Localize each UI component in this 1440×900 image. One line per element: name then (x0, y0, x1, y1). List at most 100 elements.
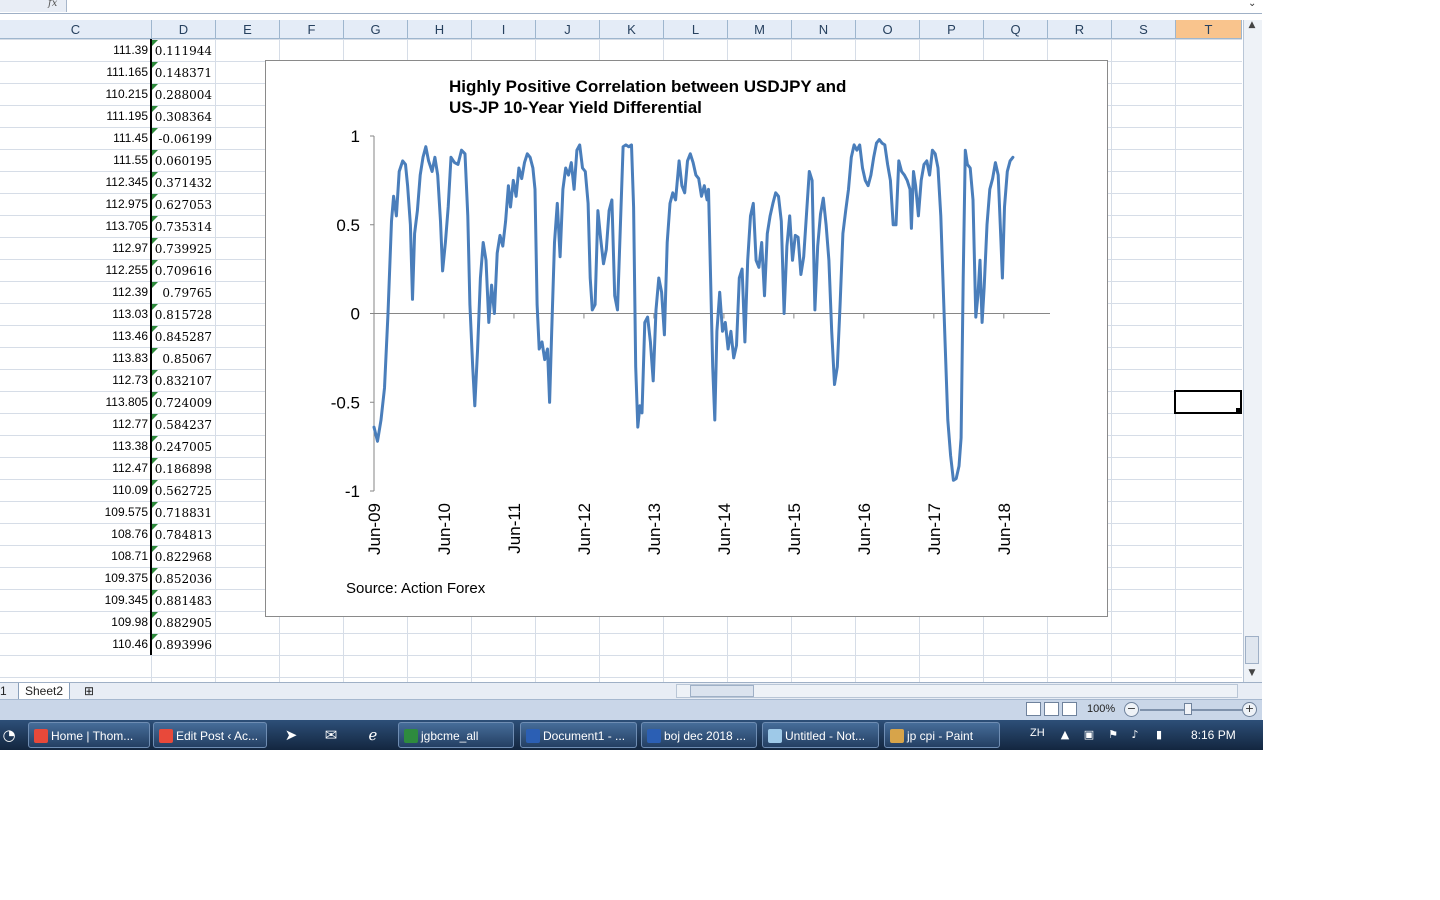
cell-c[interactable]: 111.55 (113, 153, 148, 167)
cell-d[interactable]: 0.627053 (154, 198, 212, 212)
column-header-i[interactable]: I (472, 20, 536, 38)
cell-c[interactable]: 110.46 (112, 637, 148, 651)
expand-formula-bar-icon[interactable]: ⌄ (1248, 0, 1257, 9)
column-header-e[interactable]: E (216, 20, 280, 38)
cell-d[interactable]: 0.85067 (162, 352, 212, 366)
cell-c[interactable]: 113.38 (112, 439, 148, 453)
cell-c[interactable]: 113.805 (105, 395, 149, 409)
cell-c[interactable]: 113.03 (112, 307, 148, 321)
column-header-t[interactable]: T (1176, 20, 1242, 38)
formula-bar[interactable]: fx ⌄ (0, 0, 1262, 14)
cell-c[interactable]: 112.97 (112, 241, 148, 255)
cell-d[interactable]: 0.739925 (154, 242, 212, 256)
vertical-scroll-thumb[interactable] (1245, 636, 1259, 664)
cell-d[interactable]: 0.845287 (154, 330, 212, 344)
clock[interactable]: 8:16 PM (1191, 728, 1236, 742)
cell-d[interactable]: -0.06199 (158, 132, 212, 146)
ie-icon[interactable]: ℯ (368, 726, 378, 744)
cell-d[interactable]: 0.308364 (154, 110, 212, 124)
sheet-tab-prev[interactable]: 1 (0, 684, 7, 698)
cell-c[interactable]: 110.215 (105, 87, 149, 101)
cell-c[interactable]: 112.47 (112, 461, 148, 475)
input-language[interactable]: ZH (1030, 727, 1045, 739)
cell-c[interactable]: 113.46 (112, 329, 148, 343)
cell-d[interactable]: 0.79765 (162, 286, 212, 300)
column-header-o[interactable]: O (856, 20, 920, 38)
cell-d[interactable]: 0.893996 (154, 638, 212, 652)
column-header-c[interactable]: C (0, 20, 152, 38)
taskbar-button[interactable]: Document1 - ... (520, 722, 637, 748)
taskbar-button[interactable]: boj dec 2018 ... (641, 722, 757, 748)
power-icon[interactable]: ▮ (1155, 728, 1163, 741)
cell-c[interactable]: 113.83 (112, 351, 148, 365)
column-header-h[interactable]: H (408, 20, 472, 38)
vertical-scrollbar[interactable]: ▲ ▼ (1243, 20, 1262, 682)
scroll-up-icon[interactable]: ▲ (1248, 20, 1256, 30)
fill-handle[interactable] (1236, 408, 1241, 413)
cell-c[interactable]: 109.345 (104, 593, 148, 607)
cell-c[interactable]: 110.09 (112, 483, 148, 497)
cell-d[interactable]: 0.584237 (154, 418, 212, 432)
sheet-tab-active[interactable]: Sheet2 (18, 683, 71, 700)
cell-d[interactable]: 0.247005 (154, 440, 212, 454)
cell-c[interactable]: 112.73 (112, 373, 148, 387)
cell-d[interactable]: 0.724009 (154, 396, 212, 410)
name-box[interactable] (0, 0, 67, 12)
cell-d[interactable]: 0.852036 (154, 572, 212, 586)
cell-c[interactable]: 112.39 (112, 285, 148, 299)
cell-d[interactable]: 0.148371 (154, 66, 212, 80)
selected-cell[interactable] (1174, 390, 1242, 414)
insert-sheet-icon[interactable]: ⊞ (83, 684, 95, 698)
cell-d[interactable]: 0.718831 (154, 506, 212, 520)
cell-c[interactable]: 112.345 (105, 175, 149, 189)
mail-icon[interactable]: ✉ (324, 726, 338, 744)
telegram-icon[interactable]: ➤ (284, 726, 298, 744)
column-header-m[interactable]: M (728, 20, 792, 38)
show-hidden-icons-icon[interactable]: ▲ (1060, 728, 1070, 741)
taskbar-button[interactable]: jp cpi - Paint (884, 722, 1000, 748)
taskbar-button[interactable]: jgbcme_all (398, 722, 514, 748)
cell-d[interactable]: 0.111944 (154, 44, 212, 58)
column-header-d[interactable]: D (152, 20, 216, 38)
cell-c[interactable]: 111.195 (106, 109, 148, 123)
cell-d[interactable]: 0.881483 (154, 594, 212, 608)
volume-icon[interactable]: ♪ (1131, 728, 1139, 741)
zoom-slider-thumb[interactable] (1184, 703, 1192, 715)
cell-c[interactable]: 113.705 (105, 219, 149, 233)
column-header-s[interactable]: S (1112, 20, 1176, 38)
cell-c[interactable]: 108.76 (111, 527, 148, 541)
column-header-f[interactable]: F (280, 20, 344, 38)
action-center-icon[interactable]: ⚑ (1108, 728, 1118, 741)
column-header-p[interactable]: P (920, 20, 984, 38)
cell-c[interactable]: 109.98 (111, 615, 148, 629)
cell-d[interactable]: 0.562725 (154, 484, 212, 498)
column-header-q[interactable]: Q (984, 20, 1048, 38)
column-header-r[interactable]: R (1048, 20, 1112, 38)
zoom-level[interactable]: 100% (1087, 703, 1116, 715)
taskbar-button[interactable]: Home | Thom... (28, 722, 150, 748)
cell-d[interactable]: 0.709616 (154, 264, 212, 278)
start-icon[interactable]: ◔ (2, 726, 16, 744)
column-header-j[interactable]: J (536, 20, 600, 38)
column-header-g[interactable]: G (344, 20, 408, 38)
cell-d[interactable]: 0.735314 (154, 220, 212, 234)
correlation-chart[interactable]: Highly Positive Correlation between USDJ… (265, 60, 1108, 617)
taskbar-button[interactable]: Untitled - Not... (762, 722, 879, 748)
cell-c[interactable]: 111.165 (106, 65, 148, 79)
cell-d[interactable]: 0.815728 (154, 308, 212, 322)
cell-d[interactable]: 0.784813 (154, 528, 212, 542)
cell-c[interactable]: 109.575 (104, 505, 148, 519)
cell-d[interactable]: 0.060195 (154, 154, 212, 168)
cell-c[interactable]: 112.975 (105, 197, 149, 211)
cell-d[interactable]: 0.822968 (154, 550, 212, 564)
cell-d[interactable]: 0.288004 (154, 88, 212, 102)
zoom-in-icon[interactable]: + (1242, 702, 1257, 717)
taskbar-button[interactable]: Edit Post ‹ Ac... (153, 722, 267, 748)
page-layout-view-icon[interactable] (1044, 702, 1059, 716)
page-break-view-icon[interactable] (1062, 702, 1077, 716)
horizontal-scrollbar[interactable] (676, 684, 1238, 698)
zoom-out-icon[interactable]: − (1124, 702, 1139, 717)
cell-c[interactable]: 111.39 (113, 43, 148, 57)
cell-c[interactable]: 108.71 (111, 549, 148, 563)
cell-d[interactable]: 0.832107 (154, 374, 212, 388)
